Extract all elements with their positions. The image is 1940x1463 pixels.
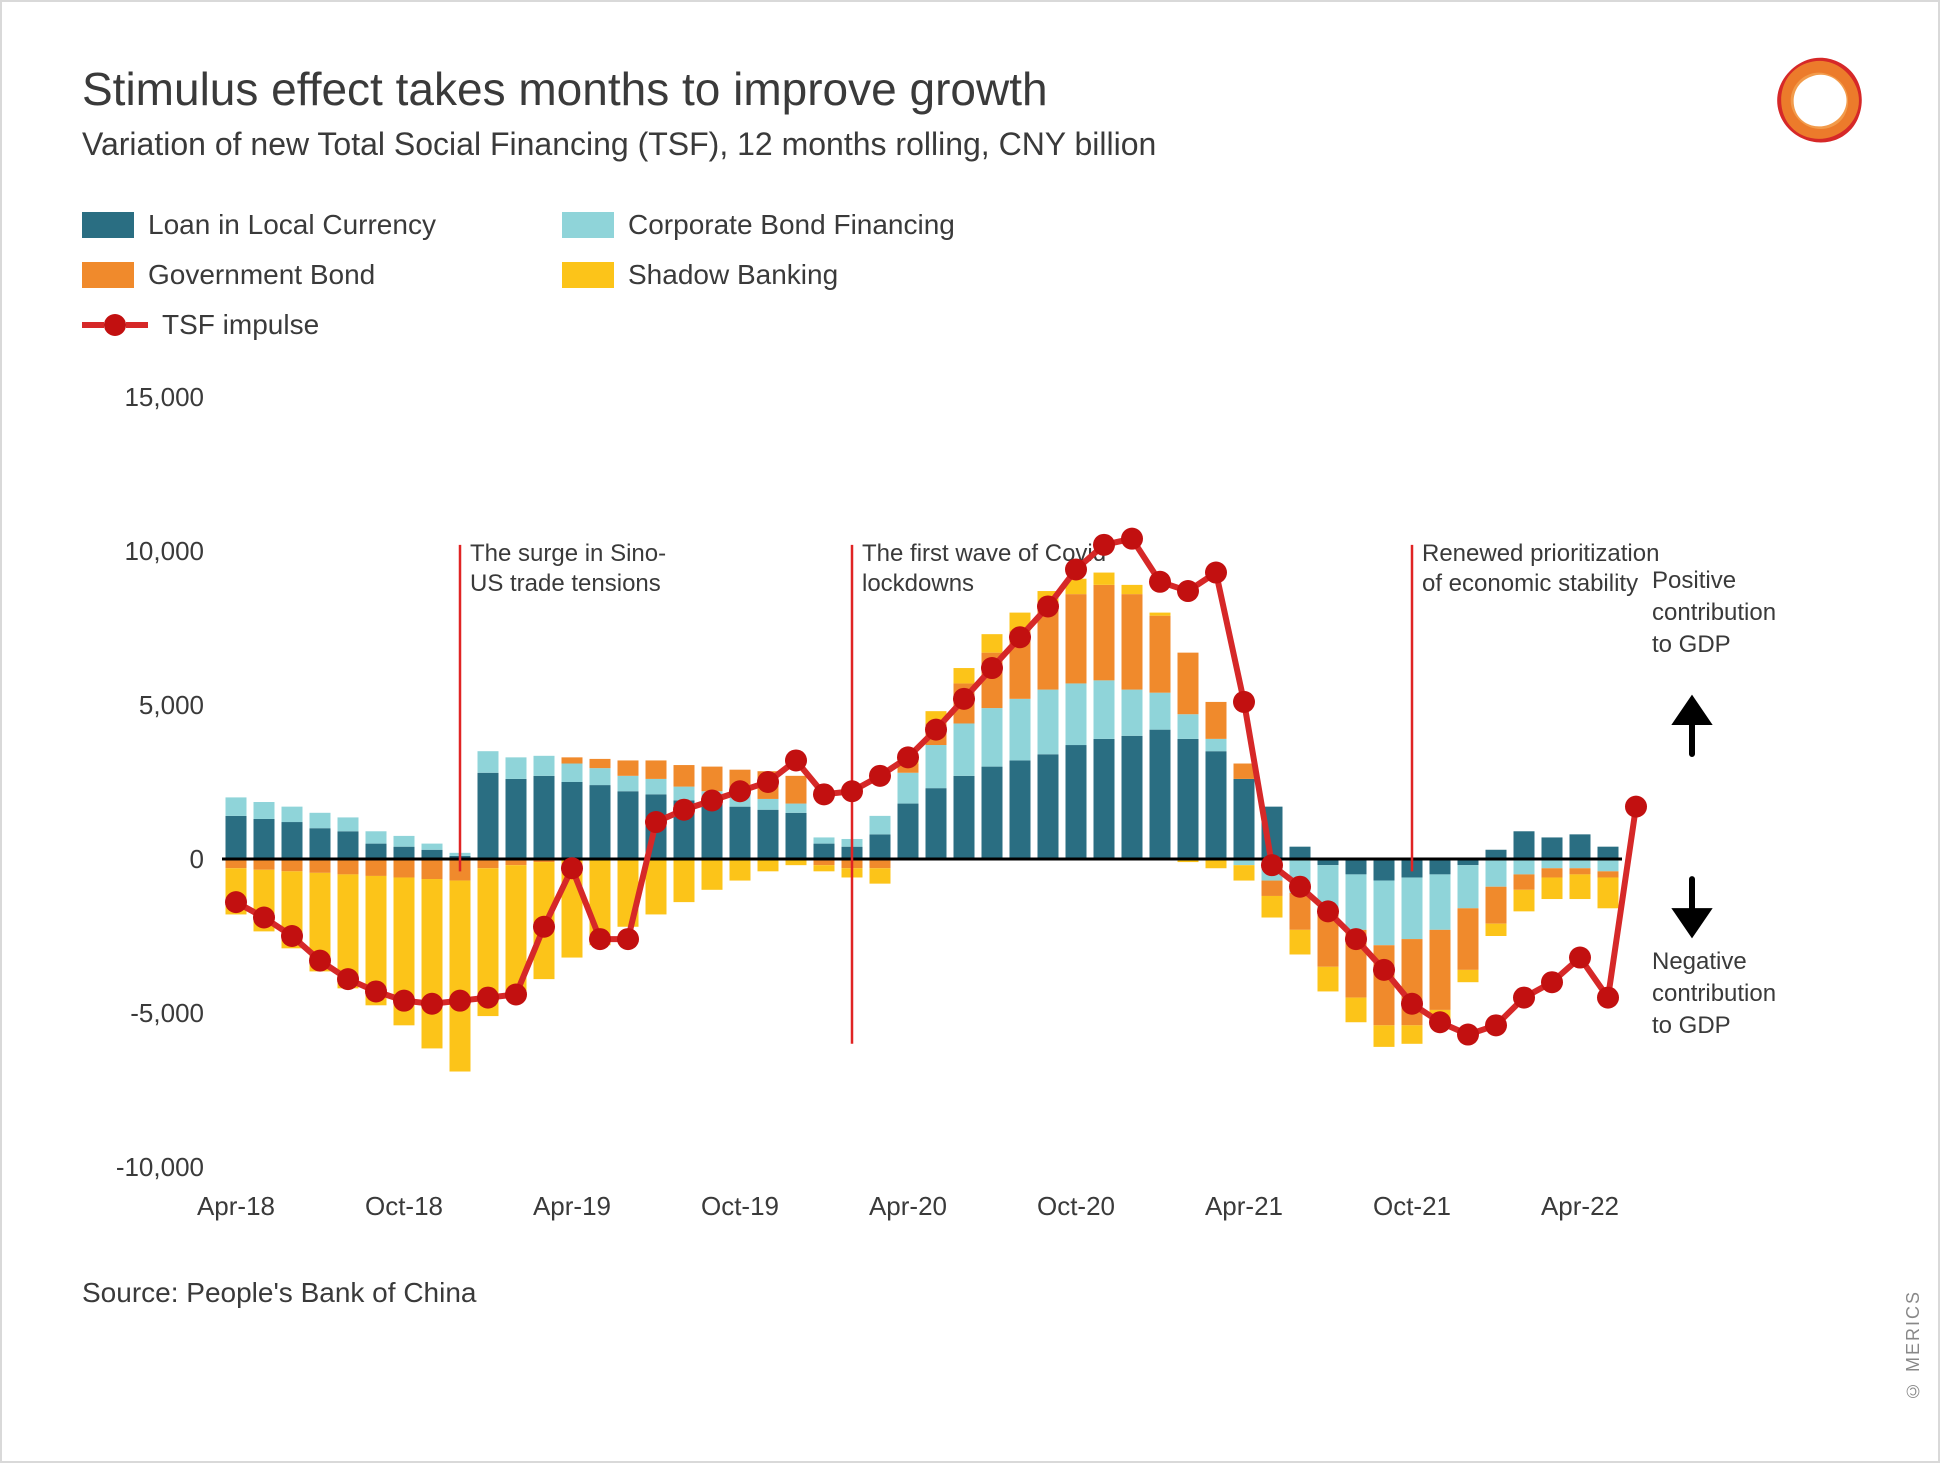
svg-text:0: 0 (190, 844, 204, 874)
legend-label: Loan in Local Currency (148, 209, 436, 241)
legend-item-shadow: Shadow Banking (562, 253, 1062, 297)
legend-item-gov-bond: Government Bond (82, 253, 522, 297)
svg-text:5,000: 5,000 (139, 690, 204, 720)
legend-item-corp-bond: Corporate Bond Financing (562, 203, 1062, 247)
svg-text:of economic stability: of economic stability (1422, 570, 1638, 597)
svg-text:Apr-22: Apr-22 (1541, 1191, 1619, 1221)
legend: Loan in Local Currency Corporate Bond Fi… (82, 203, 1858, 347)
chart-card: Stimulus effect takes months to improve … (0, 0, 1940, 1463)
svg-text:The surge in Sino-: The surge in Sino- (470, 540, 666, 567)
svg-text:Positive: Positive (1652, 567, 1736, 594)
svg-text:Apr-20: Apr-20 (869, 1191, 947, 1221)
chart-source: Source: People's Bank of China (82, 1277, 1858, 1309)
svg-text:Oct-21: Oct-21 (1373, 1191, 1451, 1221)
legend-item-tsf: TSF impulse (82, 303, 522, 347)
brand-logo (1772, 52, 1868, 153)
legend-swatch (82, 212, 134, 238)
legend-label: Shadow Banking (628, 259, 838, 291)
legend-item-loan: Loan in Local Currency (82, 203, 522, 247)
svg-text:Oct-20: Oct-20 (1037, 1191, 1115, 1221)
legend-label: TSF impulse (162, 309, 319, 341)
svg-text:US trade tensions: US trade tensions (470, 570, 661, 597)
svg-text:lockdowns: lockdowns (862, 570, 974, 597)
legend-swatch (82, 262, 134, 288)
chart-subtitle: Variation of new Total Social Financing … (82, 126, 1858, 163)
svg-text:contribution: contribution (1652, 599, 1776, 626)
copyright-label: © MERICS (1903, 1290, 1924, 1401)
svg-text:Apr-19: Apr-19 (533, 1191, 611, 1221)
svg-text:Apr-21: Apr-21 (1205, 1191, 1283, 1221)
legend-line-icon (82, 314, 148, 336)
legend-swatch (562, 262, 614, 288)
svg-text:Oct-18: Oct-18 (365, 1191, 443, 1221)
legend-swatch (562, 212, 614, 238)
svg-text:contribution: contribution (1652, 980, 1776, 1007)
svg-text:to GDP: to GDP (1652, 1012, 1731, 1039)
chart-title: Stimulus effect takes months to improve … (82, 62, 1858, 116)
svg-text:-5,000: -5,000 (130, 998, 204, 1028)
legend-label: Corporate Bond Financing (628, 209, 955, 241)
svg-text:Negative: Negative (1652, 948, 1747, 975)
svg-text:to GDP: to GDP (1652, 631, 1731, 658)
svg-text:Oct-19: Oct-19 (701, 1191, 779, 1221)
chart-plot: -10,000 -5,000 0 5,000 10,000 15,000 The surge… (82, 357, 1858, 1237)
svg-text:Apr-18: Apr-18 (197, 1191, 275, 1221)
svg-text:Renewed prioritization: Renewed prioritization (1422, 540, 1659, 567)
svg-text:-10,000: -10,000 (116, 1152, 204, 1182)
svg-text:10,000: 10,000 (124, 536, 204, 566)
legend-label: Government Bond (148, 259, 375, 291)
svg-text:15,000: 15,000 (124, 382, 204, 412)
